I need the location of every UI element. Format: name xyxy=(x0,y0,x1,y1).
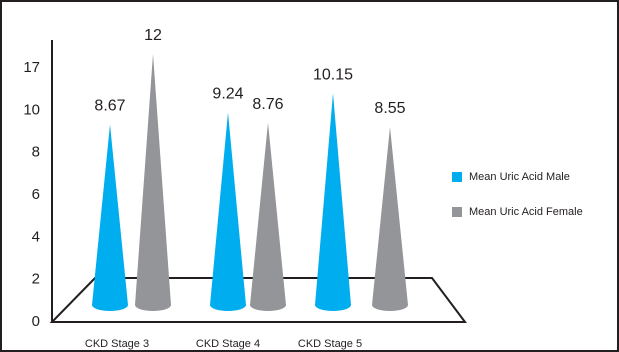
legend-label: Mean Uric Acid Male xyxy=(469,171,570,183)
floor xyxy=(49,277,467,323)
cone xyxy=(92,124,128,311)
cone xyxy=(250,122,286,311)
cone xyxy=(135,54,171,311)
value-label: 10.15 xyxy=(313,66,353,83)
x-tick-label: CKD Stage 5 xyxy=(298,338,362,350)
cone-body xyxy=(92,124,128,311)
x-tick-label: CKD Stage 4 xyxy=(196,338,260,350)
y-tick-label: 8 xyxy=(32,144,40,161)
legend-label: Mean Uric Acid Female xyxy=(469,206,583,218)
value-label: 8.67 xyxy=(94,98,125,115)
cone-body xyxy=(372,127,408,312)
value-label: 9.24 xyxy=(212,86,243,103)
value-label: 8.55 xyxy=(374,100,405,117)
cone-body xyxy=(135,54,171,311)
cone-body xyxy=(210,112,246,311)
y-tick-label: 2 xyxy=(32,271,40,288)
y-tick-label: 17 xyxy=(23,59,40,76)
legend-swatch xyxy=(452,172,462,182)
y-tick-label: 6 xyxy=(32,186,40,203)
y-tick-label: 4 xyxy=(32,228,40,245)
y-tick-label: 0 xyxy=(32,313,40,330)
y-tick-label: 10 xyxy=(23,101,40,118)
value-label: 8.76 xyxy=(252,96,283,113)
cone xyxy=(210,112,246,311)
cone-body xyxy=(250,122,286,311)
cone-body xyxy=(315,93,351,312)
cone xyxy=(315,93,351,312)
cone xyxy=(372,127,408,312)
x-tick-label: CKD Stage 3 xyxy=(85,338,149,350)
legend-swatch xyxy=(452,207,462,217)
value-label: 12 xyxy=(144,27,162,44)
